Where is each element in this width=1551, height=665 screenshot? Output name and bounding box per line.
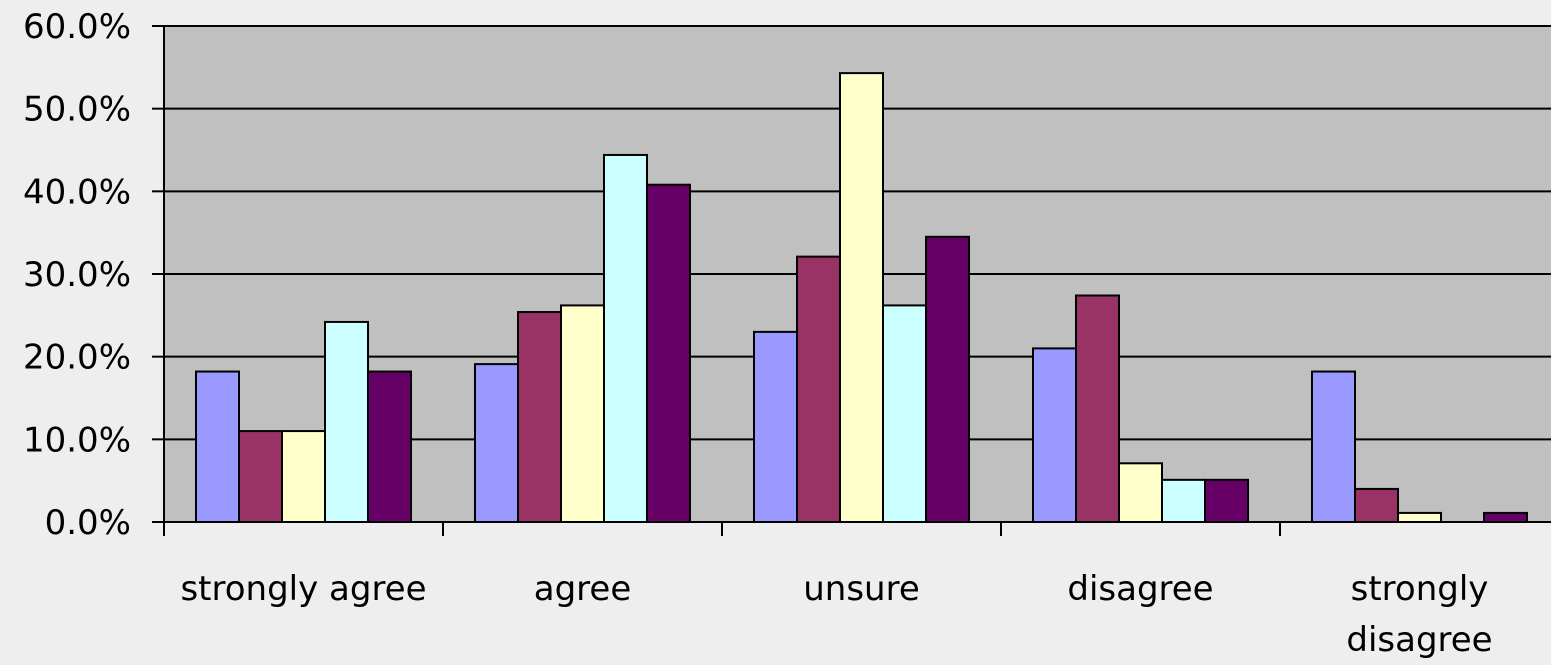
bar <box>1032 347 1077 523</box>
bar <box>925 235 970 524</box>
x-category-label-line: strongly <box>1351 569 1489 609</box>
y-axis-ticks: 0.0% 10.0% 20.0% 30.0% 40.0% 50.0% 60.0% <box>23 7 164 543</box>
bar <box>1354 487 1399 523</box>
y-tick-label: 0.0% <box>45 503 131 543</box>
bar <box>195 370 240 523</box>
bar <box>1118 462 1163 524</box>
x-category-label: agree <box>534 569 631 609</box>
bar <box>839 72 884 524</box>
bar <box>367 370 412 523</box>
bar <box>882 304 927 523</box>
x-category-label-line: agree <box>534 569 631 609</box>
x-axis-ticks: strongly agree agree unsure disagree strongl… <box>163 522 1493 660</box>
bar <box>646 183 691 523</box>
bar <box>1311 370 1356 523</box>
bar <box>517 311 562 523</box>
y-tick-label: 30.0% <box>23 255 131 295</box>
x-category-label: unsure <box>803 569 920 609</box>
bar <box>1397 511 1442 524</box>
bar <box>1204 478 1249 523</box>
x-category-label: strongly disagree <box>1346 569 1492 660</box>
bar <box>603 153 648 524</box>
bar <box>1075 294 1120 524</box>
y-tick-label: 50.0% <box>23 90 131 130</box>
y-tick-label: 40.0% <box>23 172 131 212</box>
bar <box>560 304 605 523</box>
y-tick-label: 20.0% <box>23 338 131 378</box>
x-category-label: strongly agree <box>180 569 426 609</box>
y-tick-label: 10.0% <box>23 420 131 460</box>
y-tick-label: 60.0% <box>23 7 131 47</box>
x-category-label: disagree <box>1067 569 1213 609</box>
bar <box>1161 478 1206 523</box>
bars <box>195 72 1528 524</box>
bar <box>474 363 519 523</box>
x-category-label-line: unsure <box>803 569 920 609</box>
bar <box>753 330 798 523</box>
bar <box>324 320 369 523</box>
bar <box>281 430 326 524</box>
bar <box>1483 511 1528 524</box>
bar <box>238 430 283 524</box>
x-category-label-line: strongly agree <box>180 569 426 609</box>
x-category-label-line: disagree <box>1067 569 1213 609</box>
bar <box>796 255 841 523</box>
x-category-label-line: disagree <box>1346 620 1492 660</box>
